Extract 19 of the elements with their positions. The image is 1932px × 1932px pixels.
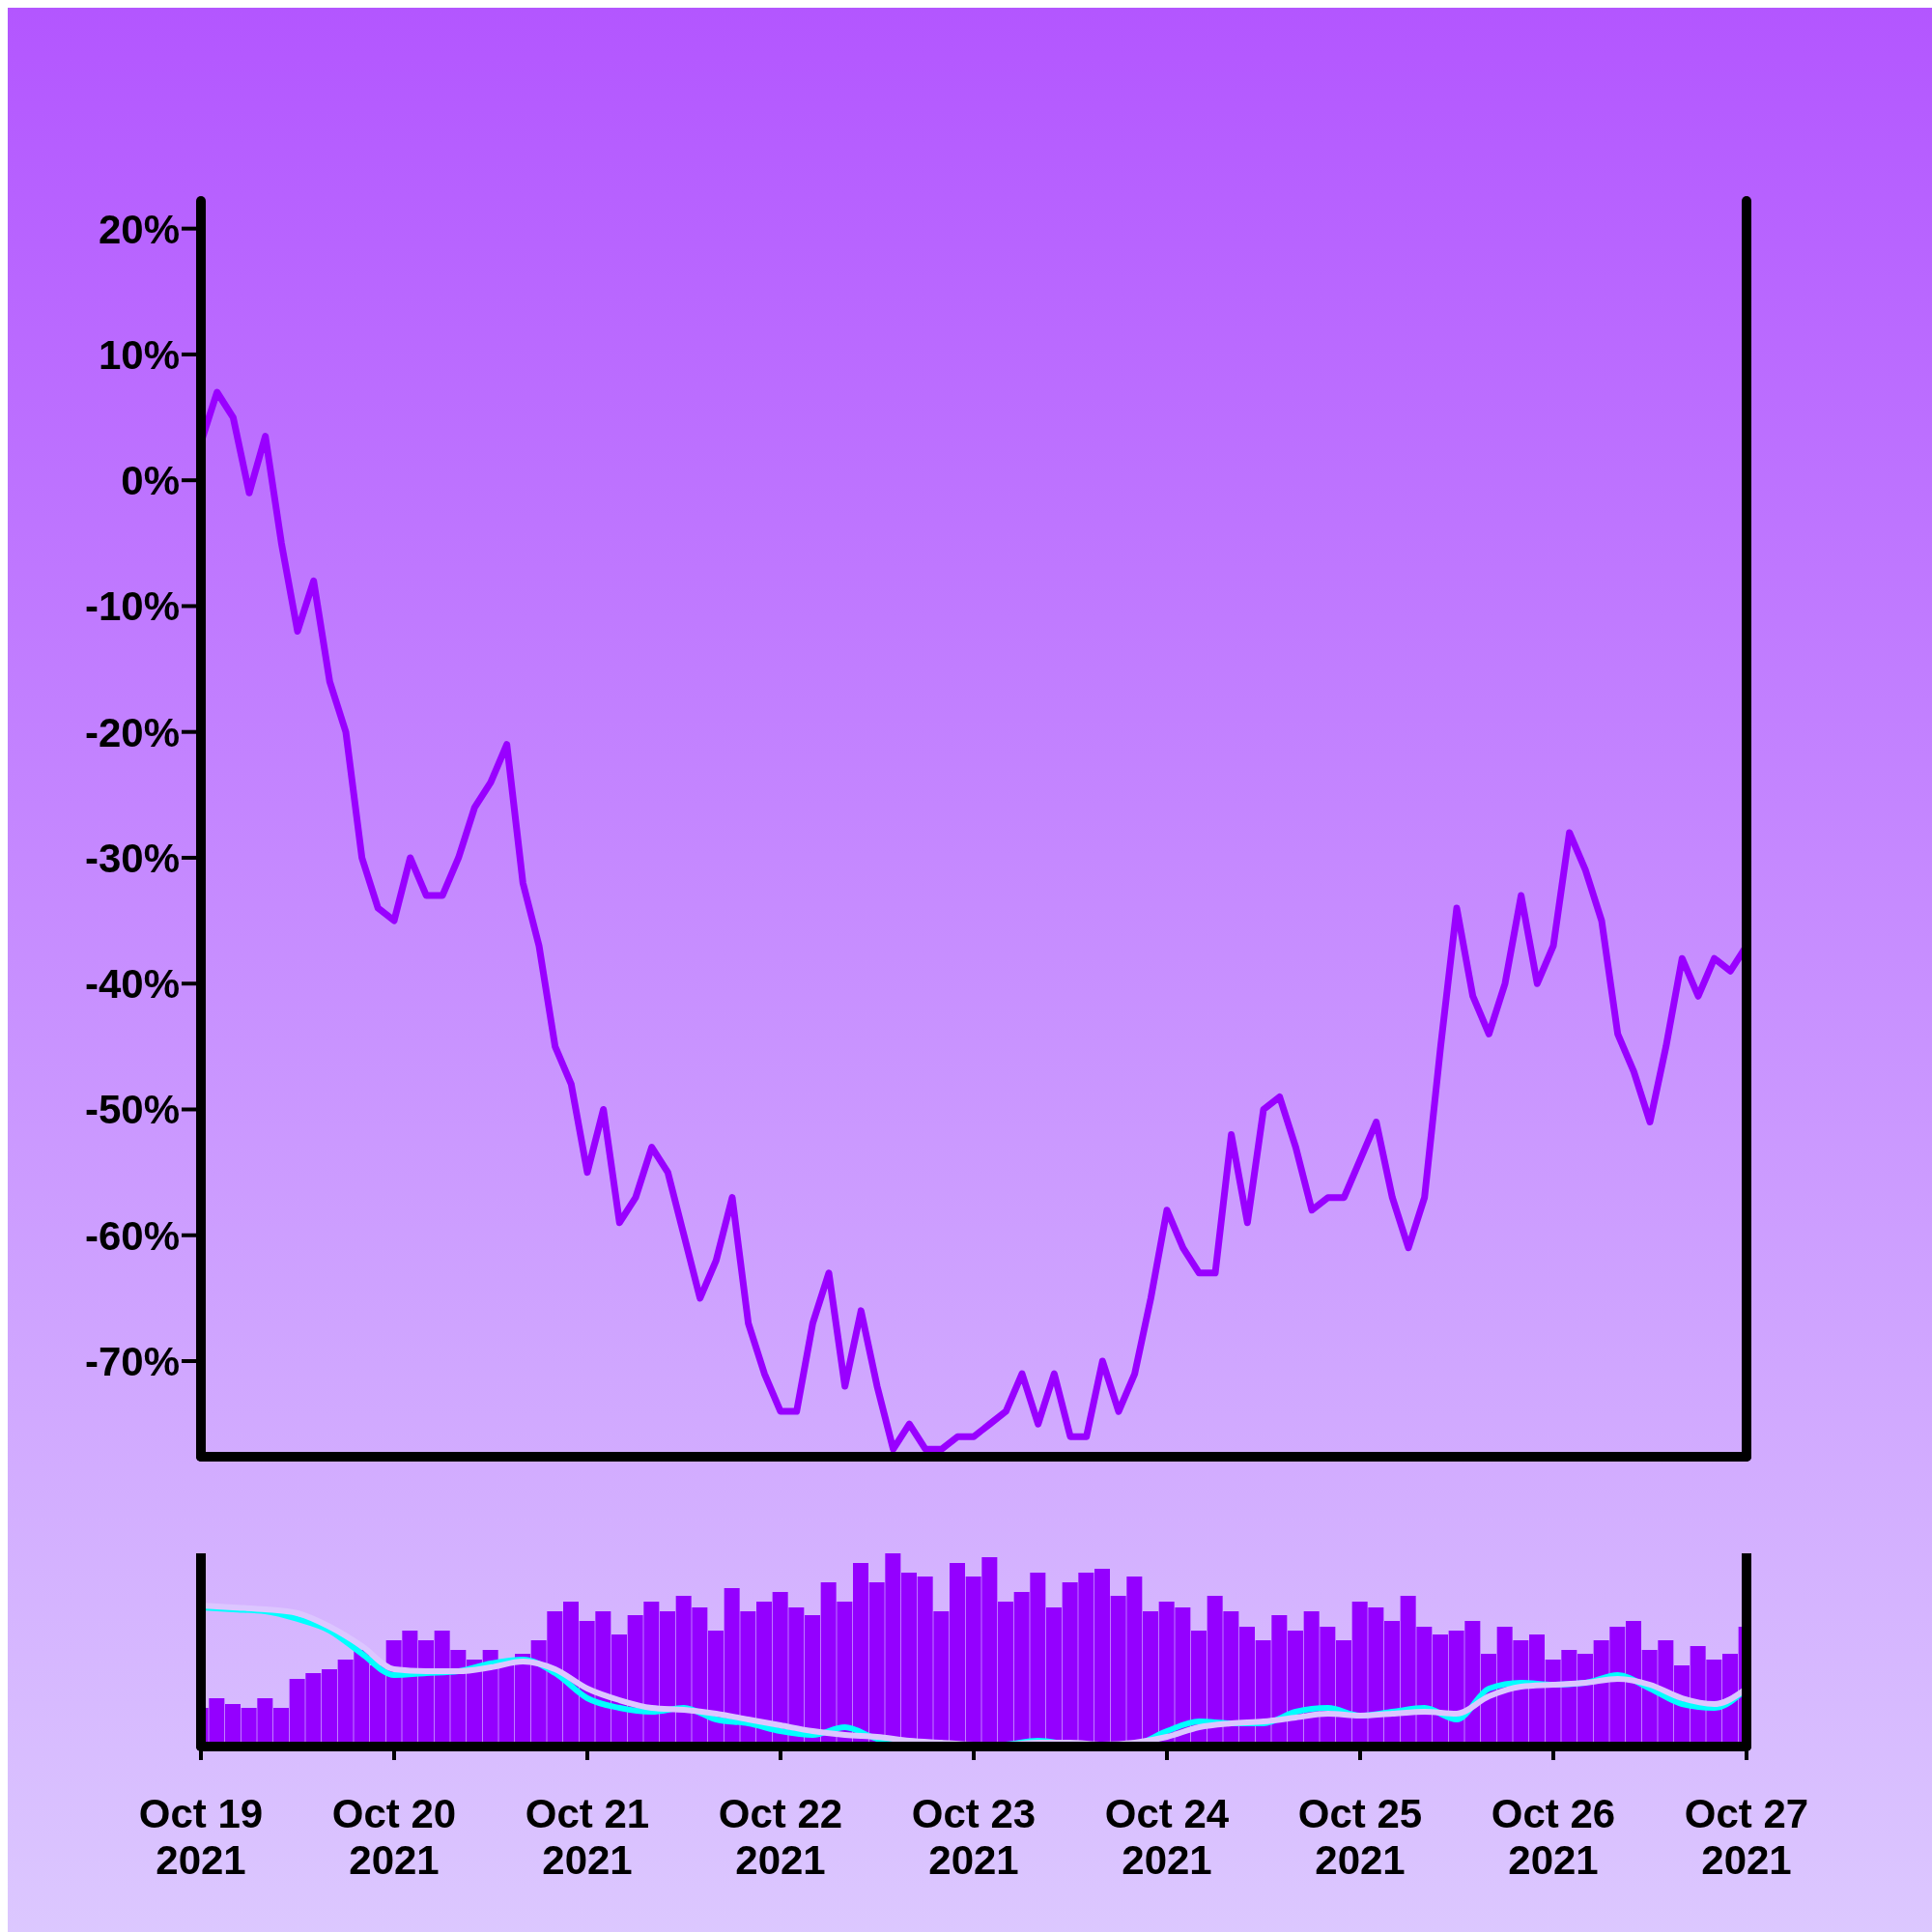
y-tick-label: 0% [121, 458, 180, 504]
y-tick-label: -20% [84, 709, 180, 755]
y-tick-label: -60% [84, 1212, 180, 1259]
x-tick-label: Oct 21 2021 [525, 1791, 650, 1883]
x-tick-label: Oct 19 2021 [138, 1791, 264, 1883]
y-tick-label: -40% [84, 961, 180, 1008]
y-tick-label: 20% [98, 206, 180, 252]
x-tick-label: Oct 25 2021 [1297, 1791, 1423, 1883]
x-tick-label: Oct 23 2021 [911, 1791, 1037, 1883]
y-tick-label: -10% [84, 583, 180, 630]
x-tick-label: Oct 20 2021 [331, 1791, 457, 1883]
x-tick-label: Oct 22 2021 [718, 1791, 843, 1883]
y-tick-label: -30% [84, 835, 180, 881]
y-tick-label: -50% [84, 1087, 180, 1133]
x-tick-label: Oct 27 2021 [1684, 1791, 1809, 1883]
y-tick-label: -70% [84, 1338, 180, 1384]
x-tick-label: Oct 26 2021 [1491, 1791, 1616, 1883]
y-tick-label: 10% [98, 331, 180, 378]
x-tick-label: Oct 24 2021 [1104, 1791, 1230, 1883]
